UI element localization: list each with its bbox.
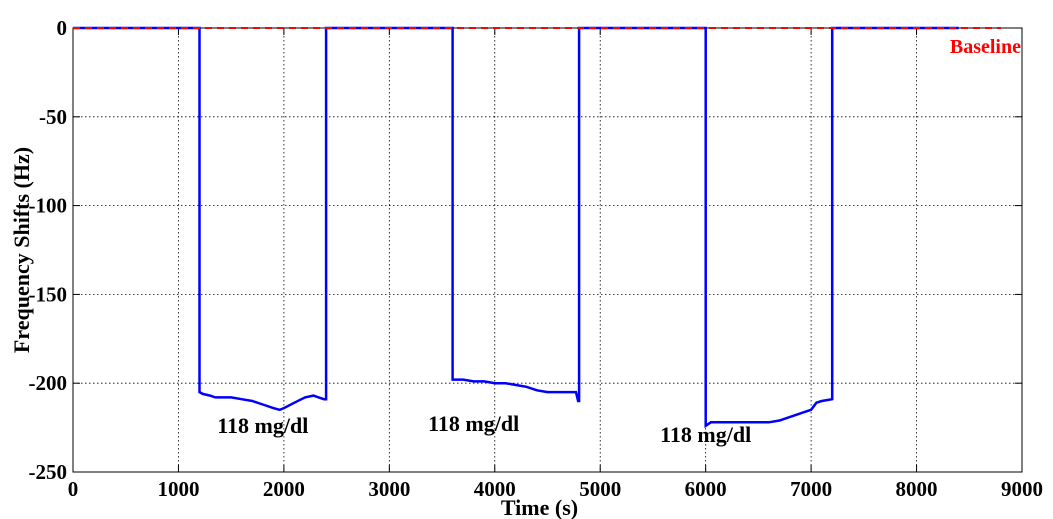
x-tick-labels: 0 1000 2000 3000 4000 5000 6000 7000 8000 9000 — [68, 477, 1043, 501]
x-tick-label: 9000 — [1001, 477, 1043, 501]
y-tick-label: -150 — [29, 282, 68, 306]
concentration-annotation: 118 mg/dl — [217, 413, 308, 438]
y-tick-label: -100 — [29, 194, 68, 218]
x-tick-label: 8000 — [896, 477, 938, 501]
x-tick-label: 3000 — [368, 477, 410, 501]
plot-area-frame — [72, 27, 1023, 473]
y-tick-label: -250 — [29, 460, 68, 484]
x-tick-label: 7000 — [790, 477, 832, 501]
x-tick-label: 5000 — [579, 477, 621, 501]
x-tick-label: 0 — [68, 477, 79, 501]
series-layer — [73, 26, 1001, 429]
y-tick-label: -50 — [39, 105, 67, 129]
x-tick-label: 6000 — [685, 477, 727, 501]
annotations: 118 mg/dl 118 mg/dl 118 mg/dl — [217, 411, 751, 447]
x-tick-label: 4000 — [474, 477, 516, 501]
x-tick-label: 1000 — [157, 477, 199, 501]
y-axis-label: Frequency Shifts (Hz) — [9, 147, 34, 353]
concentration-annotation: 118 mg/dl — [660, 422, 751, 447]
x-axis-label: Time (s) — [501, 495, 578, 519]
gridlines — [73, 28, 1022, 472]
y-tick-labels: 0 -50 -100 -150 -200 -250 — [29, 16, 68, 484]
axis-ticks — [72, 27, 1023, 473]
y-tick-label: 0 — [57, 16, 68, 40]
baseline-label: Baseline — [950, 36, 1021, 58]
signal-series-line — [73, 26, 959, 429]
concentration-annotation: 118 mg/dl — [428, 411, 519, 436]
x-tick-label: 2000 — [263, 477, 305, 501]
y-tick-label: -200 — [29, 371, 68, 395]
